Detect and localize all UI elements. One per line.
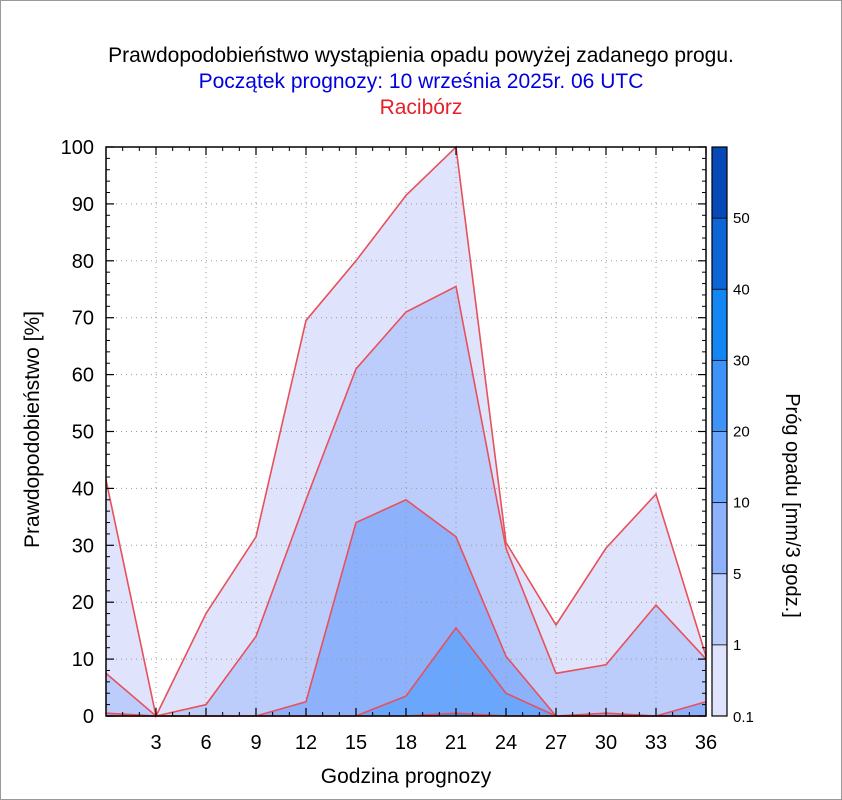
colorbar-segment <box>712 431 727 503</box>
colorbar-label: Próg opadu [mm/3 godz.] <box>781 393 803 618</box>
colorbar-tick-label: 50 <box>733 210 750 227</box>
x-tick-label: 12 <box>295 732 317 754</box>
series-line-0-1 <box>105 145 707 719</box>
chart-location: Racibórz <box>379 96 463 119</box>
x-tick-label: 18 <box>395 732 417 754</box>
x-tick-label: 3 <box>150 732 161 754</box>
colorbar-segment <box>712 147 727 219</box>
colorbar-tick-label: 10 <box>733 495 750 512</box>
x-tick-label: 27 <box>545 732 567 754</box>
colorbar-tick-label: 1 <box>733 637 741 654</box>
chart-title: Prawdopodobieństwo wystąpienia opadu pow… <box>108 44 734 67</box>
x-tick-label: 36 <box>695 732 717 754</box>
y-tick-label: 0 <box>83 706 94 728</box>
y-tick-label: 20 <box>72 592 94 614</box>
area-threshold-10 <box>106 627 706 716</box>
x-tick-label: 33 <box>645 732 667 754</box>
y-tick-label: 80 <box>72 251 94 273</box>
colorbar-segment <box>712 573 727 645</box>
x-axis-label: Godzina prognozy <box>321 765 492 788</box>
y-tick-label: 50 <box>72 422 94 444</box>
y-tick-label: 10 <box>72 649 94 671</box>
colorbar-tick-label: 5 <box>733 566 741 583</box>
y-tick-label: 30 <box>72 535 94 557</box>
x-tick-label: 6 <box>200 732 211 754</box>
y-tick-label: 40 <box>72 478 94 500</box>
y-tick-label: 60 <box>72 365 94 387</box>
y-tick-label: 70 <box>72 308 94 330</box>
colorbar-tick-label: 30 <box>733 352 750 369</box>
colorbar-segment <box>712 502 727 574</box>
y-tick-label: 90 <box>72 194 94 216</box>
colorbar-tick-label: 40 <box>733 281 750 298</box>
colorbar-segment <box>712 360 727 432</box>
colorbar-segment <box>712 218 727 290</box>
colorbar-tick-label: 0.1 <box>733 709 754 726</box>
x-tick-label: 21 <box>445 732 467 754</box>
colorbar-segment <box>712 644 727 716</box>
x-tick-label: 30 <box>595 732 617 754</box>
x-tick-label: 9 <box>250 732 261 754</box>
x-tick-label: 15 <box>345 732 367 754</box>
chart-subtitle: Początek prognozy: 10 września 2025r. 06… <box>198 70 644 93</box>
y-tick-label: 100 <box>61 137 94 159</box>
colorbar-tick-label: 20 <box>733 424 750 441</box>
x-tick-label: 24 <box>495 732 517 754</box>
colorbar-segment <box>712 289 727 361</box>
y-axis-label: Prawdopodobieństwo [%] <box>21 311 44 548</box>
series-line-1 <box>105 285 707 717</box>
